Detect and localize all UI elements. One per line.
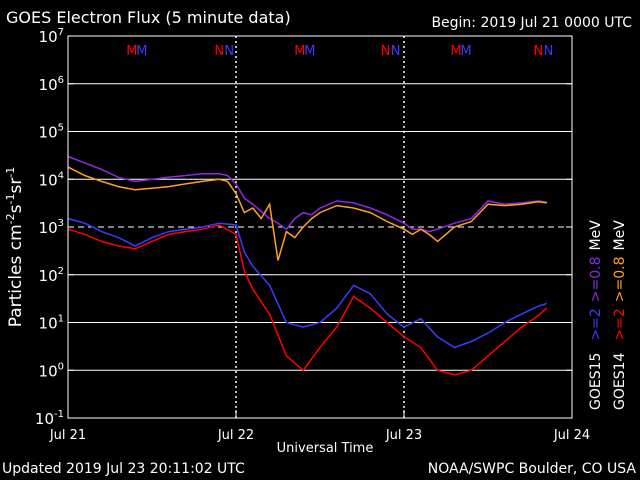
begin-time: Begin: 2019 Jul 21 0000 UTC <box>431 15 632 31</box>
legend-label: >=2 <box>588 308 604 340</box>
x-tick-label: Jul 23 <box>385 428 422 443</box>
y-tick-label: 101 <box>39 314 64 333</box>
chart-title: GOES Electron Flux (5 minute data) <box>6 8 291 27</box>
satellite-marker: M <box>461 44 472 59</box>
satellite-marker: M <box>126 44 137 59</box>
y-tick-label: 100 <box>39 361 64 380</box>
y-axis-label: Particles cm-2s-1sr-1 <box>4 167 26 328</box>
satellite-marker: N <box>224 44 234 59</box>
legend-satellite-name: GOES14 <box>612 352 628 410</box>
x-tick-labels: Jul 21 Jul 22 Jul 23 Jul 24 <box>49 410 590 443</box>
x-tick-label: Jul 24 <box>553 428 590 443</box>
legend-label: MeV <box>612 220 628 251</box>
satellite-marker: N <box>381 44 391 59</box>
y-tick-label: 102 <box>39 266 64 285</box>
legend-label: >=0.8 <box>588 256 604 302</box>
legend-label: >=2 <box>612 308 628 340</box>
legend-label: MeV <box>588 220 604 251</box>
satellite-marker: N <box>544 44 554 59</box>
legend-label: >=0.8 <box>612 256 628 302</box>
x-axis-label: Universal Time <box>277 441 374 456</box>
series-line <box>67 217 548 349</box>
y-tick-label: 10-1 <box>35 409 64 428</box>
satellite-marker: M <box>294 44 305 59</box>
satellite-marker: N <box>534 44 544 59</box>
legend-column: GOES14 >=2 >=0.8 MeV <box>612 220 628 410</box>
series-line <box>67 155 547 233</box>
y-tick-label: 106 <box>39 75 64 94</box>
y-tick-labels: 107 106 105 104 103 102 101 100 10-1 <box>35 27 572 428</box>
satellite-marker: M <box>304 44 315 59</box>
y-tick-label: 105 <box>39 123 64 142</box>
series-line <box>67 166 547 261</box>
legend-satellite-name: GOES15 <box>588 353 604 410</box>
updated-time: Updated 2019 Jul 23 20:11:02 UTC <box>2 461 245 477</box>
y-tick-label: 107 <box>39 27 64 46</box>
legend-column: GOES15 >=2 >=0.8 MeV <box>588 220 604 410</box>
satellite-markers: MM N N MM N N MM N N <box>126 44 553 59</box>
series-lines <box>67 155 548 376</box>
y-tick-label: 103 <box>39 218 64 237</box>
satellite-marker: M <box>136 44 147 59</box>
satellite-marker: M <box>450 44 461 59</box>
legend-entry: GOES15 >=2 >=0.8 MeV <box>588 220 604 410</box>
credit: NOAA/SWPC Boulder, CO USA <box>427 461 636 477</box>
series-line <box>67 224 548 376</box>
legend: GOES15 >=2 >=0.8 MeV GOES14 >=2 >=0.8 MeV <box>588 220 628 410</box>
x-tick-label: Jul 21 <box>49 428 86 443</box>
satellite-marker: N <box>391 44 401 59</box>
legend-entry: GOES14 >=2 >=0.8 MeV <box>612 220 628 410</box>
y-tick-label: 104 <box>39 170 64 189</box>
satellite-marker: N <box>214 44 224 59</box>
x-tick-label: Jul 22 <box>217 428 254 443</box>
